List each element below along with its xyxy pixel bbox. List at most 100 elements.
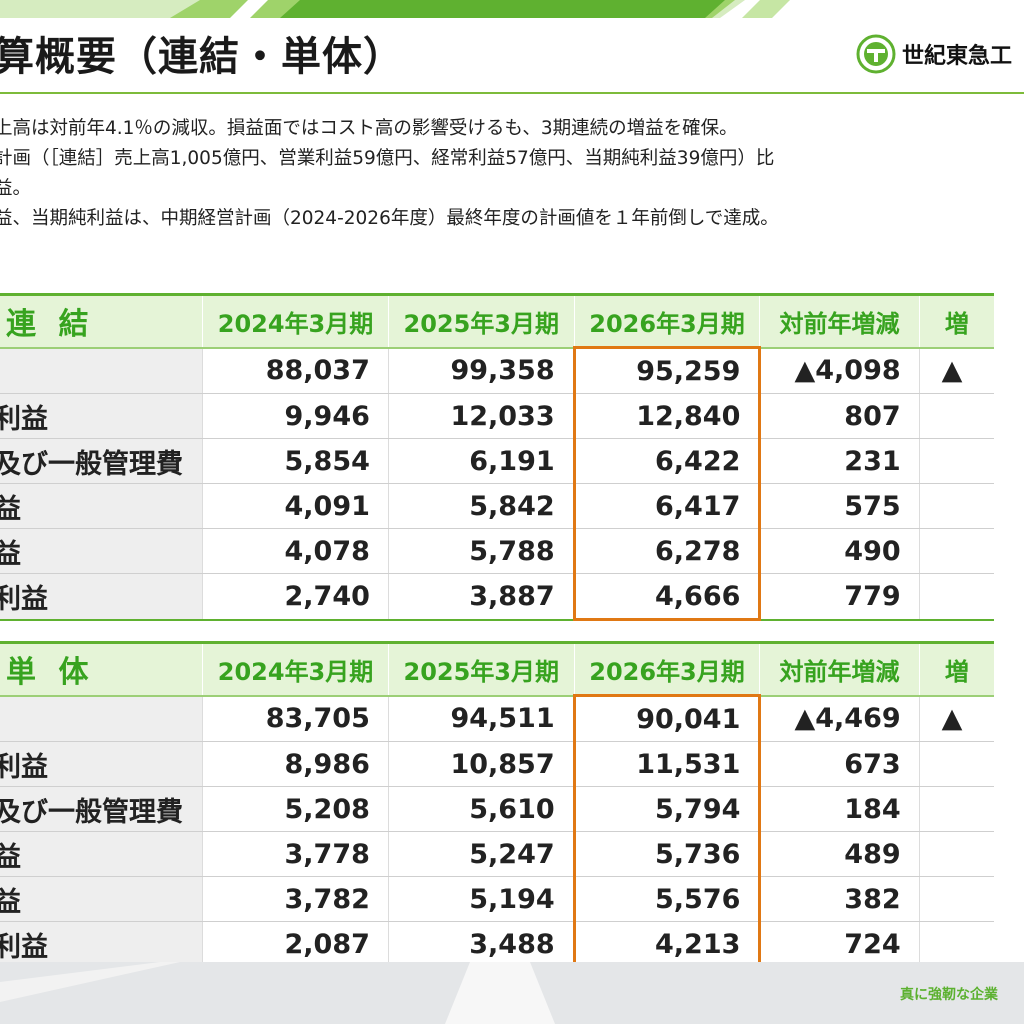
table-cell: 12,033 [387,393,575,439]
table-cell: 5,208 [202,786,389,832]
title-divider [0,92,1024,94]
table-cell: 10,857 [387,741,575,787]
table-cell: 6,422 [572,438,762,484]
table-cell: 12,840 [572,393,762,439]
row-label [0,695,203,742]
table-cell: 11,531 [572,741,762,787]
table-cell [918,741,994,787]
consolidated-table: 連 結 2024年3月期 2025年3月期 2026年3月期 対前年増減増 88,037 9… [0,293,994,621]
row-label: 益 [0,876,203,922]
table-cell: 5,788 [387,528,575,574]
table-cell: ▲4,469 [759,695,920,742]
company-logo-text: 世紀東急工 [902,44,1013,69]
table-cell: 490 [759,528,920,574]
row-label: 及び一般管理費 [0,786,203,832]
table-cell: 5,610 [387,786,575,832]
row-label: 及び一般管理費 [0,438,203,484]
table-cell: 5,854 [202,438,389,484]
table-row: 及び一般管理費 5,854 6,191 6,422 231 [0,438,994,484]
table-cell: 2,740 [202,573,389,621]
column-header: 2025年3月期 [387,641,575,697]
table-cell: 3,887 [387,573,575,621]
row-label: 利益 [0,921,203,969]
table-cell: 3,778 [202,831,389,877]
table-cell: 724 [759,921,920,969]
summary-line: 益、当期純利益は、中期経営計画（2024-2026年度）最終年度の計画値を１年前… [0,208,779,229]
table-cell: 779 [759,573,920,621]
table-cell: 5,842 [387,483,575,529]
table-cell: 88,037 [202,347,389,394]
table-cell: 231 [759,438,920,484]
table-cell: 382 [759,876,920,922]
table-cell [918,876,994,922]
table-row: 88,037 99,358 95,259 ▲4,098 ▲ [0,346,994,394]
table-cell [918,831,994,877]
table-cell: 184 [759,786,920,832]
table-header-row: 連 結 2024年3月期 2025年3月期 2026年3月期 対前年増減増 [0,293,994,349]
column-header: 対前年増減 [759,641,920,697]
row-label: 益 [0,528,203,574]
table-cell: 8,986 [202,741,389,787]
table-cell: 6,278 [572,528,762,574]
header-band [0,0,1024,18]
table-cell [918,786,994,832]
table-cell: ▲ [918,347,994,394]
table-cell: 4,213 [572,921,762,969]
table-cell: 9,946 [202,393,389,439]
table-cell [918,921,994,969]
column-header: 2026年3月期 [573,641,760,697]
column-header: 2024年3月期 [202,641,389,697]
page-title: 算概要（連結・単体） [0,34,404,80]
row-label: 益 [0,483,203,529]
table-cell [918,528,994,574]
column-header: 増 [918,641,994,697]
table-cell [918,483,994,529]
road-graphic [0,962,1024,1024]
row-label: 利益 [0,573,203,621]
table-cell: 90,041 [572,694,762,742]
table-cell: 673 [759,741,920,787]
table-cell: 6,417 [572,483,762,529]
column-header: 2026年3月期 [573,293,760,349]
table-cell: 95,259 [572,346,762,394]
section-title: 単 体 [0,641,203,697]
row-label: 利益 [0,741,203,787]
summary-line: 益。 [0,178,32,199]
company-logo: 世紀東急工 [856,34,1012,74]
table-cell: ▲4,098 [759,347,920,394]
table-cell [918,573,994,621]
table-header-row: 単 体 2024年3月期 2025年3月期 2026年3月期 対前年増減増 [0,641,994,697]
table-cell: 5,194 [387,876,575,922]
table-cell: 4,666 [572,573,762,621]
table-cell: 3,488 [387,921,575,969]
table-cell: 807 [759,393,920,439]
table-cell: 5,736 [572,831,762,877]
summary-line: 計画（［連結］売上高1,005億円、営業利益59億円、経常利益57億円、当期純利… [0,148,775,169]
table-cell: 5,794 [572,786,762,832]
table-cell: 5,576 [572,876,762,922]
column-header: 増 [918,293,994,349]
table-cell: 83,705 [202,695,389,742]
unit-note: （ [1016,260,1024,281]
row-label: 利益 [0,393,203,439]
table-cell [918,393,994,439]
table-cell: 5,247 [387,831,575,877]
table-cell: 94,511 [387,695,575,742]
table-cell: 4,078 [202,528,389,574]
section-title: 連 結 [0,293,203,349]
row-label [0,347,203,394]
table-cell: 575 [759,483,920,529]
table-cell: 4,091 [202,483,389,529]
company-logo-icon [856,34,896,74]
column-header: 2024年3月期 [202,293,389,349]
table-cell: 2,087 [202,921,389,969]
table-cell: 3,782 [202,876,389,922]
table-row: 83,705 94,511 90,041 ▲4,469 ▲ [0,694,994,742]
summary-text: 上高は対前年4.1％の減収。損益面ではコスト高の影響受けるも、3期連続の増益を確… [0,114,1024,234]
